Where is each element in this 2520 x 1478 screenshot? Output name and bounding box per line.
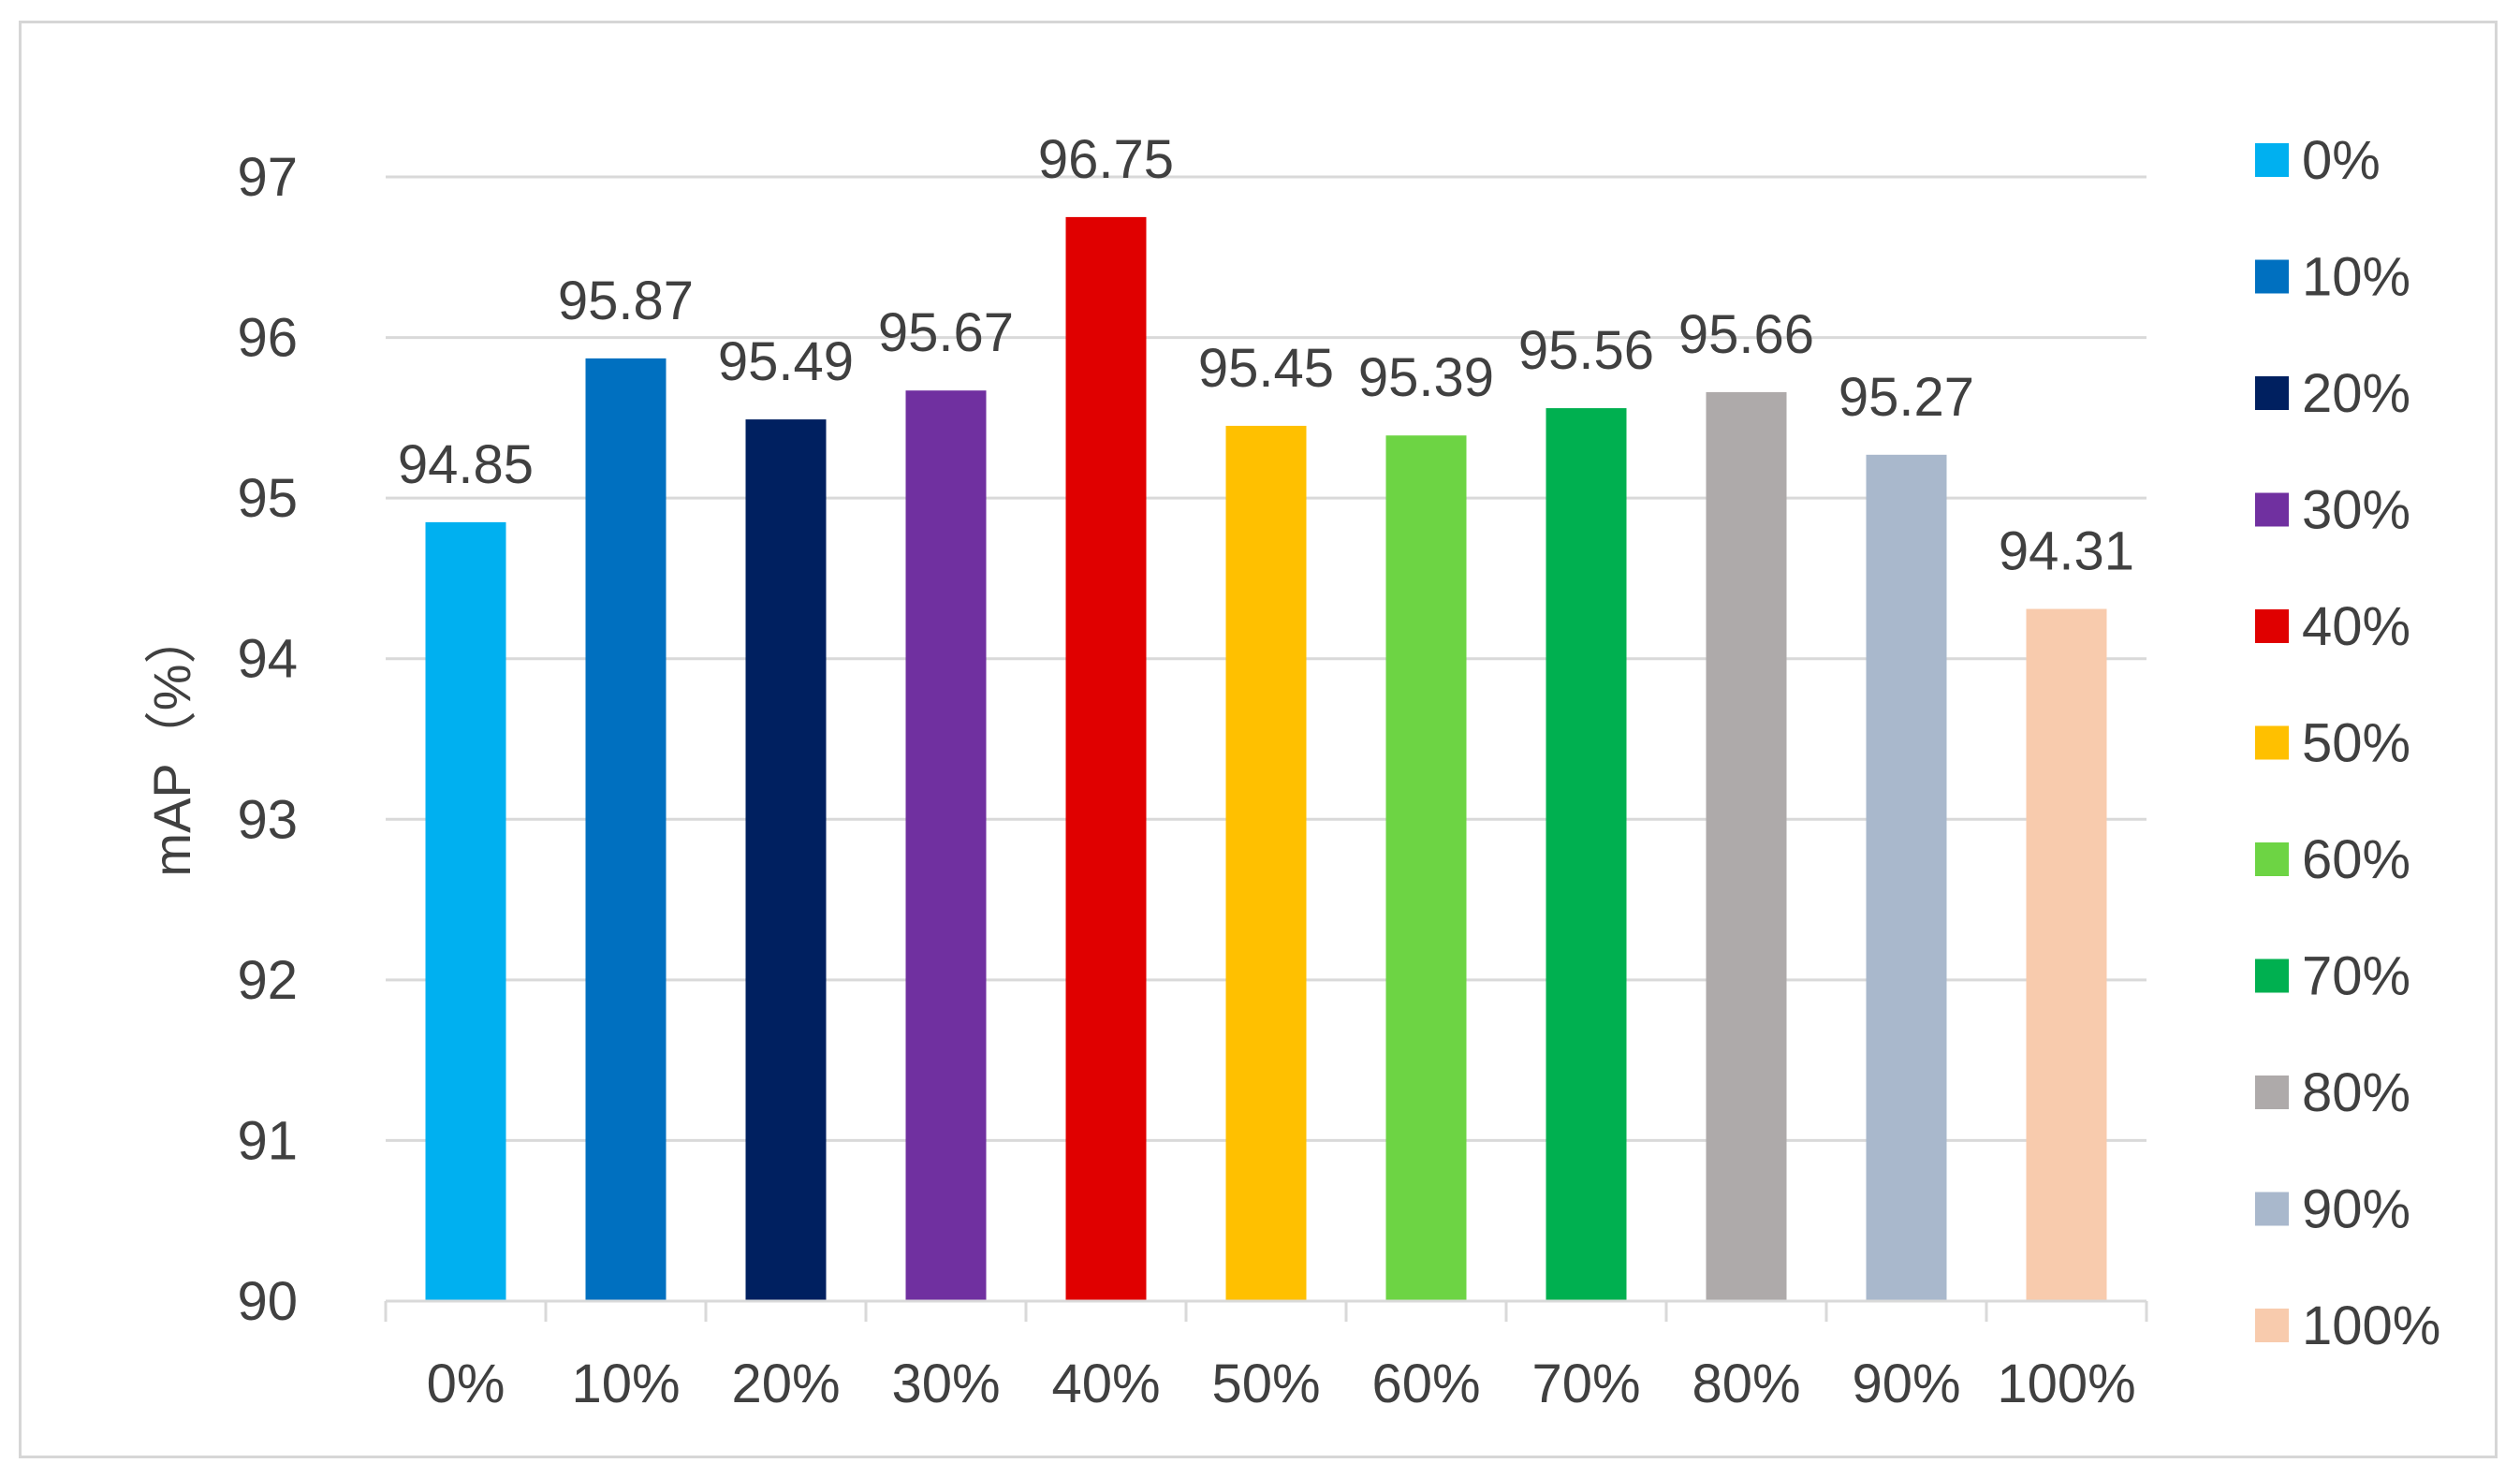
- y-tick-label: 93: [237, 789, 298, 850]
- legend-swatch: [2255, 842, 2289, 876]
- x-tick-label: 70%: [1531, 1354, 1640, 1414]
- y-axis-title: mAP（%）: [142, 611, 201, 876]
- legend-swatch: [2255, 1076, 2289, 1109]
- data-label: 96.75: [1038, 129, 1174, 190]
- data-label: 95.66: [1678, 304, 1814, 365]
- y-axis-ticks: 90 91 92 93 94 95 96 97: [237, 147, 298, 1332]
- bar: [745, 419, 827, 1301]
- legend-label: 10%: [2302, 247, 2410, 308]
- legend-swatch: [2255, 1309, 2289, 1342]
- legend-label: 70%: [2302, 946, 2410, 1007]
- y-tick-label: 96: [237, 308, 298, 369]
- bar: [425, 521, 506, 1301]
- y-tick-label: 97: [237, 147, 298, 208]
- chart-frame: 90 91 92 93 94 95 96 97 0% 10% 20% 30% 40% 50% 60% 70%…: [19, 21, 2498, 1458]
- y-tick-label: 92: [237, 950, 298, 1011]
- x-tick-label: 0%: [427, 1354, 505, 1414]
- legend-swatch: [2255, 959, 2289, 993]
- bar: [1706, 391, 1787, 1301]
- x-tick-label: 100%: [1997, 1354, 2135, 1414]
- legend-label: 100%: [2302, 1295, 2440, 1356]
- data-label: 95.27: [1839, 367, 1974, 428]
- bar: [1866, 454, 1947, 1301]
- x-tick-label: 60%: [1371, 1354, 1480, 1414]
- bar: [2026, 608, 2107, 1301]
- bar: [1225, 425, 1307, 1302]
- data-label: 94.85: [398, 434, 534, 495]
- data-label: 95.67: [878, 302, 1014, 363]
- legend-swatch: [2255, 143, 2289, 177]
- legend-label: 30%: [2302, 480, 2410, 541]
- data-labels: 94.85 95.87 95.49 95.67 96.75 95.45 95.39 95.56…: [398, 129, 2134, 582]
- x-axis: [384, 1299, 2148, 1322]
- legend-swatch: [2255, 725, 2289, 760]
- legend-swatch: [2255, 376, 2289, 410]
- legend-label: 90%: [2302, 1179, 2410, 1240]
- data-label: 95.49: [718, 331, 854, 392]
- bar: [1065, 216, 1147, 1302]
- y-tick-label: 94: [237, 629, 298, 690]
- x-axis-labels: 0% 10% 20% 30% 40% 50% 60% 70% 80% 90% 100%: [427, 1354, 2136, 1414]
- x-tick-label: 40%: [1051, 1354, 1160, 1414]
- legend-label: 80%: [2302, 1062, 2410, 1123]
- x-tick-label: 30%: [891, 1354, 1000, 1414]
- bar: [1546, 408, 1627, 1301]
- bar-chart: 90 91 92 93 94 95 96 97 0% 10% 20% 30% 40% 50% 60% 70%…: [142, 129, 2440, 1414]
- legend-label: 40%: [2302, 596, 2410, 657]
- data-label: 94.31: [1999, 521, 2134, 582]
- legend-label: 20%: [2302, 363, 2410, 424]
- y-tick-label: 90: [237, 1271, 298, 1332]
- legend-swatch: [2255, 1192, 2289, 1226]
- bar: [905, 390, 987, 1301]
- x-tick-label: 50%: [1211, 1354, 1320, 1414]
- x-tick-label: 90%: [1852, 1354, 1960, 1414]
- legend-swatch: [2255, 259, 2289, 294]
- bar: [585, 358, 667, 1301]
- bar: [1385, 435, 1467, 1302]
- legend-swatch: [2255, 609, 2289, 643]
- legend-label: 0%: [2302, 130, 2381, 191]
- legend-label: 60%: [2302, 829, 2410, 890]
- legend: 0% 10% 20% 30% 40% 50% 60% 70% 80% 90% 100%: [2255, 130, 2440, 1356]
- data-label: 95.87: [558, 271, 694, 331]
- x-tick-label: 20%: [731, 1354, 840, 1414]
- data-label: 95.45: [1198, 338, 1334, 399]
- y-tick-label: 91: [237, 1110, 298, 1171]
- data-label: 95.39: [1358, 347, 1494, 408]
- x-tick-label: 80%: [1692, 1354, 1800, 1414]
- y-tick-label: 95: [237, 468, 298, 529]
- legend-swatch: [2255, 492, 2289, 527]
- x-tick-label: 10%: [571, 1354, 680, 1414]
- data-label: 95.56: [1518, 320, 1654, 381]
- bars: [425, 216, 2107, 1302]
- legend-label: 50%: [2302, 713, 2410, 774]
